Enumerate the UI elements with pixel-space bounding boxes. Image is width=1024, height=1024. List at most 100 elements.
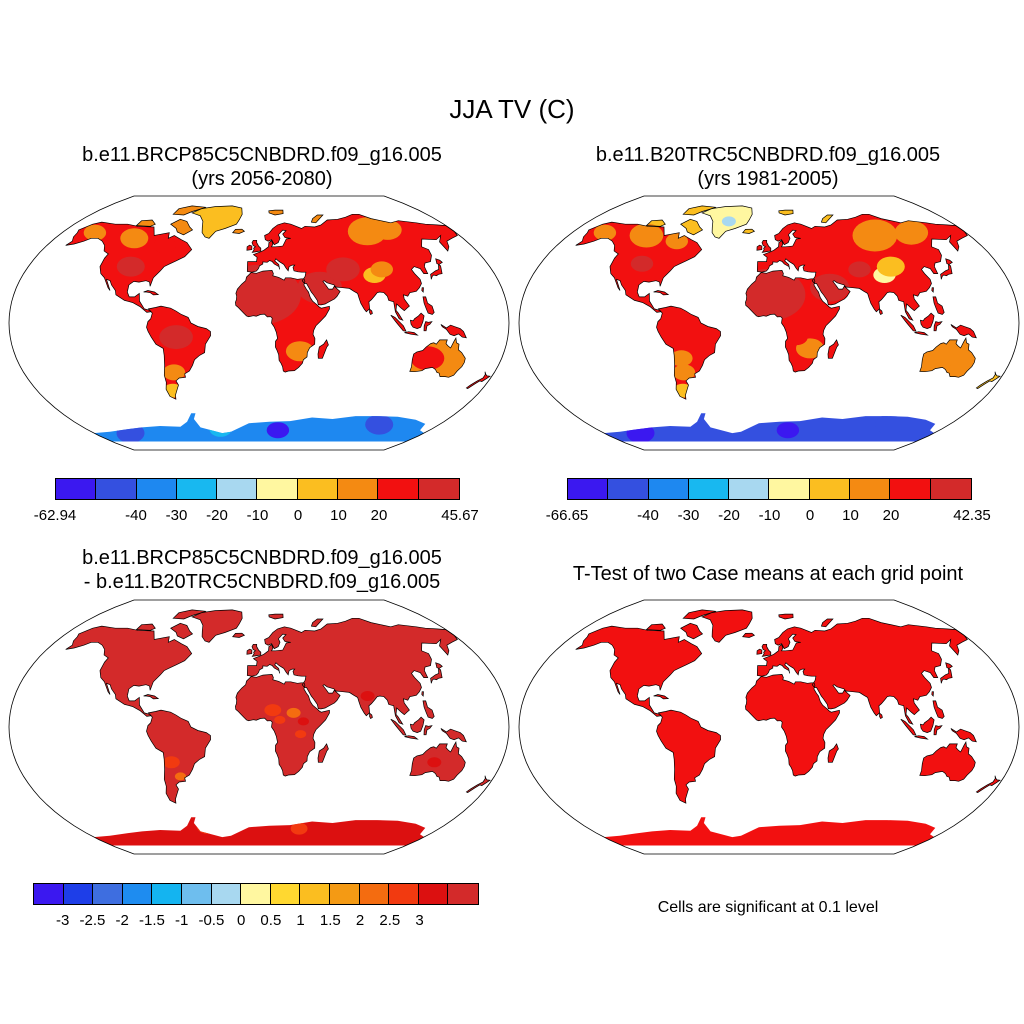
colorbar-tick-label: -2 (115, 912, 129, 929)
colorbar-swatch (241, 884, 271, 904)
colorbar-swatch (96, 479, 137, 499)
land-sumatra (900, 719, 916, 736)
colorbar-swatch (809, 479, 851, 499)
colorbar-swatch (257, 479, 298, 499)
panel-title-line2: (yrs 2056-2080) (191, 168, 333, 190)
world-map-difference (6, 598, 512, 856)
colorbar-tick-label: 1 (296, 912, 305, 929)
colorbar-max-label: 42.35 (953, 507, 991, 524)
land-north-america (65, 626, 192, 717)
colorbar-min-label: -62.94 (33, 507, 77, 524)
colorbar-tick-label: 3 (415, 912, 424, 929)
colorbar-swatch (176, 479, 218, 499)
colorbar-tick-label: 1.5 (319, 912, 341, 929)
land-africa (235, 674, 330, 777)
land-antarctica (603, 817, 936, 846)
land-antarctica (93, 817, 426, 846)
colorbar-swatch (359, 884, 390, 904)
colorbar-swatch (378, 479, 419, 499)
land-greenland (192, 205, 243, 239)
land-philippines (423, 700, 435, 719)
land-australia (919, 742, 976, 782)
land-japan (940, 668, 953, 684)
colorbar-tick-label: -2.5 (79, 912, 106, 929)
panel-title-line2: (yrs 1981-2005) (697, 168, 839, 190)
colorbar-tick-label: -30 (165, 507, 188, 524)
colorbar-tick-label: 2.5 (379, 912, 401, 929)
colorbar-swatch (769, 479, 810, 499)
colorbar-swatch (418, 479, 459, 499)
colorbar-swatch (300, 884, 330, 904)
panel-title-line2: - b.e11.B20TRC5CNBDRD.f09_g16.005 (83, 571, 441, 593)
land-new-zealand (976, 371, 1000, 389)
land-baffin (680, 623, 703, 639)
land-new-zealand (976, 775, 1000, 793)
colorbar-tick-label: -10 (246, 507, 269, 524)
colorbar-tick-label: 2 (355, 912, 365, 929)
land-java (404, 331, 418, 336)
colorbar-swatch (329, 884, 360, 904)
land-baffin (170, 219, 193, 235)
land-greenland (192, 609, 243, 643)
land-antarctica (603, 413, 936, 442)
land-java (404, 735, 418, 740)
colorbar-swatch (63, 884, 94, 904)
land-japan (940, 264, 953, 280)
colorbar-swatch (930, 479, 971, 499)
land-baffin (680, 219, 703, 235)
colorbar-swatch (122, 884, 153, 904)
colorbar-swatch (338, 479, 379, 499)
land-sumatra (390, 315, 406, 332)
colorbar-swatch (181, 884, 212, 904)
colorbar-tick-label: -20 (206, 507, 228, 524)
colorbar-tick-label: -10 (758, 507, 781, 524)
colorbar-min-label: -66.65 (545, 507, 589, 524)
land-south-america (146, 306, 211, 400)
land-borneo (920, 717, 935, 733)
land-baffin (170, 623, 193, 639)
colorbar-tick-label: 10 (842, 507, 859, 524)
colorbar-tick-label: 10 (330, 507, 347, 524)
colorbar-swatch (850, 479, 891, 499)
colorbar-tick-label: -0.5 (198, 912, 225, 929)
land-madagascar (828, 743, 839, 763)
world-map-future (6, 194, 512, 452)
colorbar-max-label: 45.67 (441, 507, 479, 524)
land-novaya-zemlya (311, 215, 323, 223)
land-madagascar (828, 339, 839, 359)
land-greenland (702, 609, 753, 643)
land-japan (430, 668, 443, 684)
colorbar-tick-label: -20 (718, 507, 740, 524)
land-java (914, 331, 928, 336)
colorbar-tick-label: -1 (174, 912, 189, 929)
land-madagascar (318, 339, 329, 359)
land-south-america (146, 710, 211, 804)
land-java (914, 735, 928, 740)
colorbar-swatch (729, 479, 770, 499)
colorbar-swatch (93, 884, 123, 904)
land-philippines (933, 296, 945, 315)
colorbar-swatch (568, 479, 609, 499)
colorbar-future (55, 478, 460, 500)
land-philippines (933, 700, 945, 719)
land-borneo (410, 313, 425, 329)
land-japan (430, 264, 443, 280)
colorbar-swatch (890, 479, 931, 499)
figure-title: JJA TV (C) (449, 94, 575, 124)
panel-title-line1: b.e11.B20TRC5CNBDRD.f09_g16.005 (595, 144, 941, 166)
colorbar-swatch (211, 884, 242, 904)
colorbar-swatch (152, 884, 182, 904)
land-south-america (656, 710, 721, 804)
colorbar-swatch (389, 884, 419, 904)
colorbar-swatch (56, 479, 97, 499)
panel-title-top-left: b.e11.BRCP85C5CNBDRD.f09_g16.005 (yrs 20… (6, 143, 518, 191)
colorbar-tick-label: 20 (882, 507, 900, 524)
land-novaya-zemlya (821, 215, 833, 223)
colorbar-tick-label: -40 (637, 507, 659, 524)
colorbar-tick-label: 0 (236, 912, 246, 929)
land-novaya-zemlya (821, 619, 833, 627)
land-eurasia (757, 618, 968, 725)
colorbar-tick-label: 0 (293, 507, 303, 524)
panel-title-bottom-right: T-Test of two Case means at each grid po… (572, 563, 964, 585)
land-novaya-zemlya (311, 619, 323, 627)
